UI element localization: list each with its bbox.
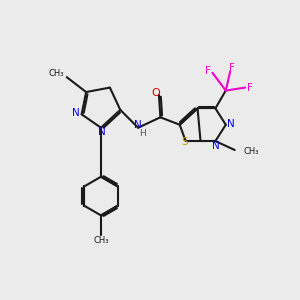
Text: N: N <box>227 119 235 129</box>
Text: F: F <box>247 82 253 93</box>
Text: F: F <box>205 66 211 76</box>
Text: CH₃: CH₃ <box>48 69 64 78</box>
Text: CH₃: CH₃ <box>244 147 259 156</box>
Text: N: N <box>72 108 80 118</box>
Text: CH₃: CH₃ <box>93 236 109 244</box>
Text: H: H <box>139 129 146 138</box>
Text: F: F <box>229 63 235 73</box>
Text: O: O <box>152 88 160 98</box>
Text: N: N <box>98 128 105 137</box>
Text: S: S <box>182 137 188 147</box>
Text: N: N <box>212 141 220 151</box>
Text: N: N <box>134 120 141 130</box>
